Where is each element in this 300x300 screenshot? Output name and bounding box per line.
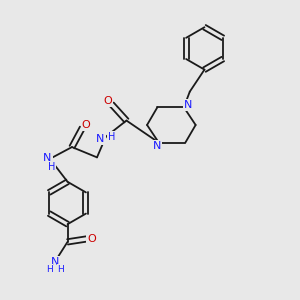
Text: N: N xyxy=(153,141,161,151)
Text: N: N xyxy=(51,256,59,267)
Text: H: H xyxy=(108,132,116,142)
Text: N: N xyxy=(43,153,52,163)
Text: N: N xyxy=(184,100,193,110)
Text: O: O xyxy=(81,120,90,130)
Text: H: H xyxy=(46,265,52,274)
Text: O: O xyxy=(87,234,96,244)
Text: H: H xyxy=(48,162,55,172)
Text: N: N xyxy=(96,134,105,144)
Text: H: H xyxy=(57,265,64,274)
Text: O: O xyxy=(104,96,112,106)
